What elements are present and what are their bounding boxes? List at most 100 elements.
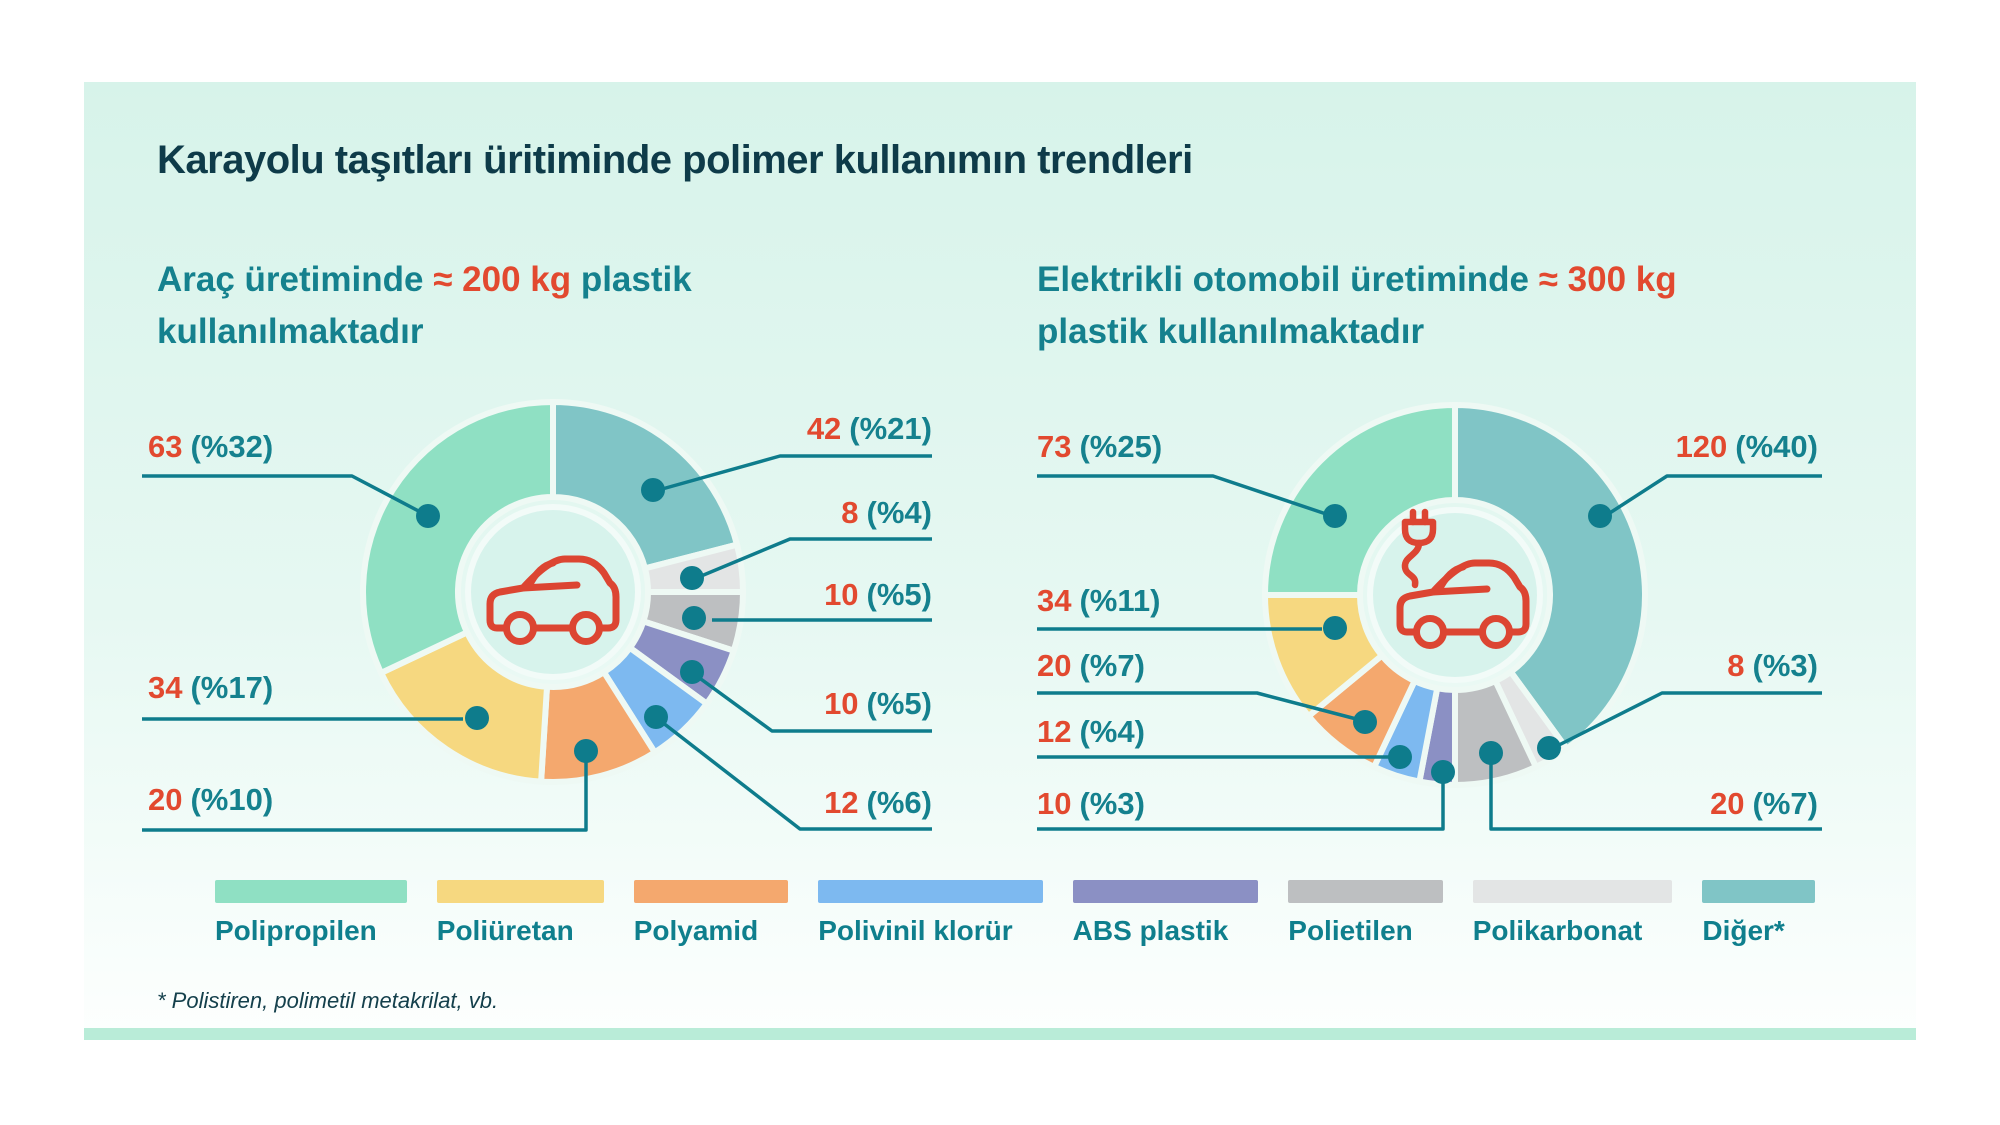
slice-dot [416,504,440,528]
slice-label-polietilen-left: 10 (%5) [824,578,932,612]
donut-hole [1367,507,1543,683]
donut-slice [1261,401,1458,598]
leader-line [693,537,932,581]
slice-label-pvc-left: 12 (%6) [824,786,932,820]
legend-swatch [1072,880,1259,903]
leader-line [1601,474,1822,520]
slice-dot [680,660,704,684]
slice-label-abs-right: 10 (%3) [1037,787,1145,821]
slice-value: 73 [1037,429,1072,464]
legend-item-polietilen: Polietilen [1288,880,1446,947]
slice-value: 8 [1727,648,1745,683]
slice-label-poliuretan-left: 34 (%17) [148,671,273,705]
leader-line [142,474,429,518]
slice-percent: (%10) [190,782,274,817]
slice-value: 10 [824,686,859,721]
legend-item-polipropilen: Polipropilen [215,880,411,947]
donut-slice [377,628,551,785]
slice-value: 34 [148,670,183,705]
slice-label-abs-left: 10 (%5) [824,687,932,721]
slice-dot [1479,741,1503,765]
slice-percent: (%17) [190,670,274,705]
legend-label: Polietilen [1288,915,1413,946]
slice-percent: (%6) [866,785,932,820]
slice-value: 10 [1037,786,1072,821]
slice-value: 20 [1037,648,1072,683]
page-title: Karayolu taşıtları üritiminde polimer ku… [157,138,1193,182]
slice-dot [644,705,668,729]
leader-line [692,672,932,733]
electric-car-icon [1396,508,1530,649]
legend-item-diger: Diğer* [1702,880,1818,947]
right-chart-subtitle: Elektrikli otomobil üretiminde ≈ 300 kg … [1037,254,1677,358]
slice-dot [1353,710,1377,734]
slice-label-polipropilen-left: 63 (%32) [148,430,273,464]
bottom-accent-bar [84,1028,1916,1040]
legend-swatch [818,880,1043,903]
legend: Polipropilen Poliüretan Polyamid Polivin… [215,880,1819,947]
legend-label: Polyamid [633,915,759,946]
slice-value: 63 [148,429,183,464]
leader-line [142,755,588,832]
slice-label-diger-right: 120 (%40) [1676,430,1818,464]
slice-percent: (%25) [1079,429,1163,464]
legend-item-polivinil-klorur: Polivinil klorür [818,880,1046,947]
legend-swatch [215,880,407,903]
donut-slice [1452,401,1648,753]
slice-percent: (%21) [849,411,932,446]
left-chart-subtitle: Araç üretiminde ≈ 200 kg plastik kullanı… [157,254,692,358]
slice-percent: (%3) [1079,786,1145,821]
slice-label-polietilen-right: 20 (%7) [1710,787,1818,821]
legend-item-polikarbonat: Polikarbonat [1472,880,1677,947]
slice-dot [682,606,706,630]
slice-value: 12 [824,785,859,820]
car-icon [486,555,620,645]
legend-label: Poliüretan [436,915,574,946]
footnote: * Polistiren, polimetil metakrilat, vb. [157,988,499,1013]
slice-label-polipropilen-right: 73 (%25) [1037,430,1162,464]
slice-dot [680,566,704,590]
slice-dot [574,739,598,763]
right-subtitle-pre: Elektrikli otomobil üretiminde [1037,260,1539,299]
legend-swatch [1288,880,1443,903]
left-subtitle-pre: Araç üretiminde [157,260,434,299]
slice-dot [1323,616,1347,640]
slice-value: 20 [1710,786,1745,821]
legend-item-poliuretan: Poliüretan [436,880,608,947]
slice-label-polyamid-left: 20 (%10) [148,783,273,817]
legend-swatch [1702,880,1815,903]
slice-percent: (%7) [1079,648,1145,683]
donut-chart-right [1261,401,1648,789]
slice-percent: (%32) [190,429,274,464]
left-subtitle-line2: kullanılmaktadır [157,312,424,351]
leader-line [1037,691,1365,723]
leader-line [1489,757,1822,831]
slice-label-polyamid-right: 20 (%7) [1037,649,1145,683]
legend-label: Diğer* [1702,915,1785,946]
leader-line [654,454,932,493]
legend-label: Polipropilen [215,915,377,946]
donut-slice [360,398,556,677]
slice-value: 12 [1037,714,1072,749]
slice-label-pvc-right: 12 (%4) [1037,715,1145,749]
leader-line [1550,691,1822,751]
leader-line [1037,776,1445,831]
slice-dot [1537,736,1561,760]
right-subtitle-line2: plastik kullanılmaktadır [1037,312,1425,351]
legend-label: ABS plastik [1072,915,1229,946]
slice-percent: (%7) [1752,786,1818,821]
plug-icon [1401,508,1437,589]
slice-dot [1588,504,1612,528]
slice-value: 10 [824,577,859,612]
slice-label-poliuretan-right: 34 (%11) [1037,584,1160,618]
slice-value: 42 [806,411,842,446]
legend-item-polyamid: Polyamid [633,880,792,947]
slice-label-diger-left: 42 (%21) [807,412,932,446]
slice-dot [1431,760,1455,784]
slice-dot [465,706,489,730]
slice-percent: (%4) [866,495,932,530]
slice-percent: (%4) [1079,714,1145,749]
left-subtitle-amount: ≈ 200 kg [433,260,572,299]
legend-swatch [633,880,789,903]
